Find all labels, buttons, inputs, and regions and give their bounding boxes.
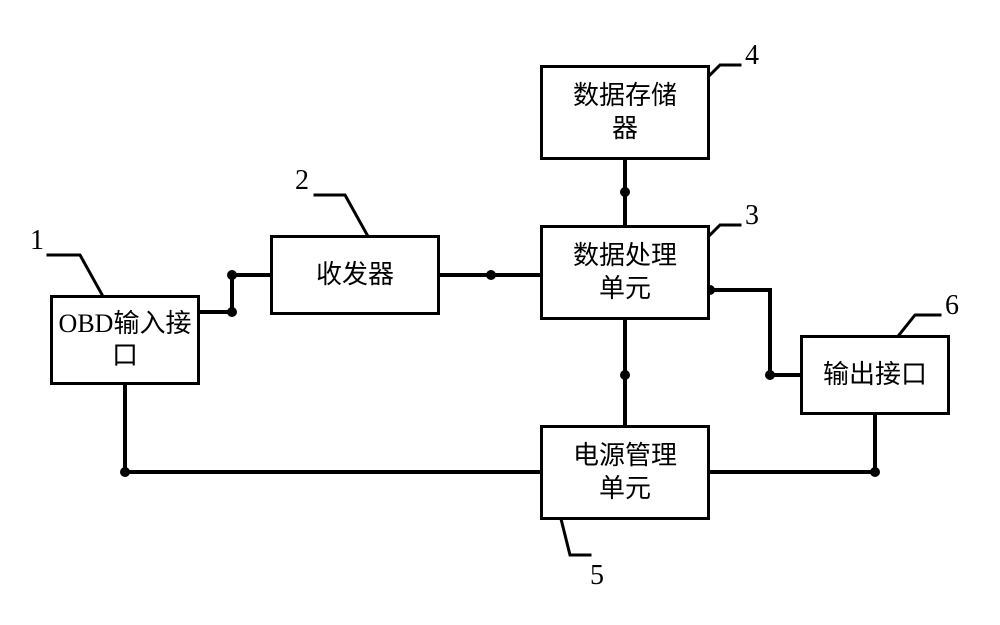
node-label: OBD输入接 口 — [59, 308, 192, 373]
node-transceiver: 收发器 — [270, 235, 440, 315]
node-power-mgmt: 电源管理 单元 — [540, 425, 710, 520]
node-obd-input: OBD输入接 口 — [50, 295, 200, 385]
node-label: 电源管理 单元 — [573, 440, 677, 505]
node-data-processor: 数据处理 单元 — [540, 225, 710, 320]
callout-label-2: 2 — [295, 165, 309, 197]
node-label: 数据处理 单元 — [573, 240, 677, 305]
node-label: 输出接口 — [823, 359, 927, 392]
diagram-canvas: OBD输入接 口 收发器 数据处理 单元 数据存储 器 电源管理 单元 输出接口… — [0, 0, 1000, 625]
callout-label-6: 6 — [945, 290, 959, 322]
node-label: 数据存储 器 — [573, 80, 677, 145]
node-label: 收发器 — [316, 259, 394, 292]
callout-label-5: 5 — [590, 560, 604, 592]
callout-label-3: 3 — [745, 200, 759, 232]
node-output: 输出接口 — [800, 335, 950, 415]
callout-label-4: 4 — [745, 40, 759, 72]
callout-label-1: 1 — [30, 225, 44, 257]
node-data-storage: 数据存储 器 — [540, 65, 710, 160]
